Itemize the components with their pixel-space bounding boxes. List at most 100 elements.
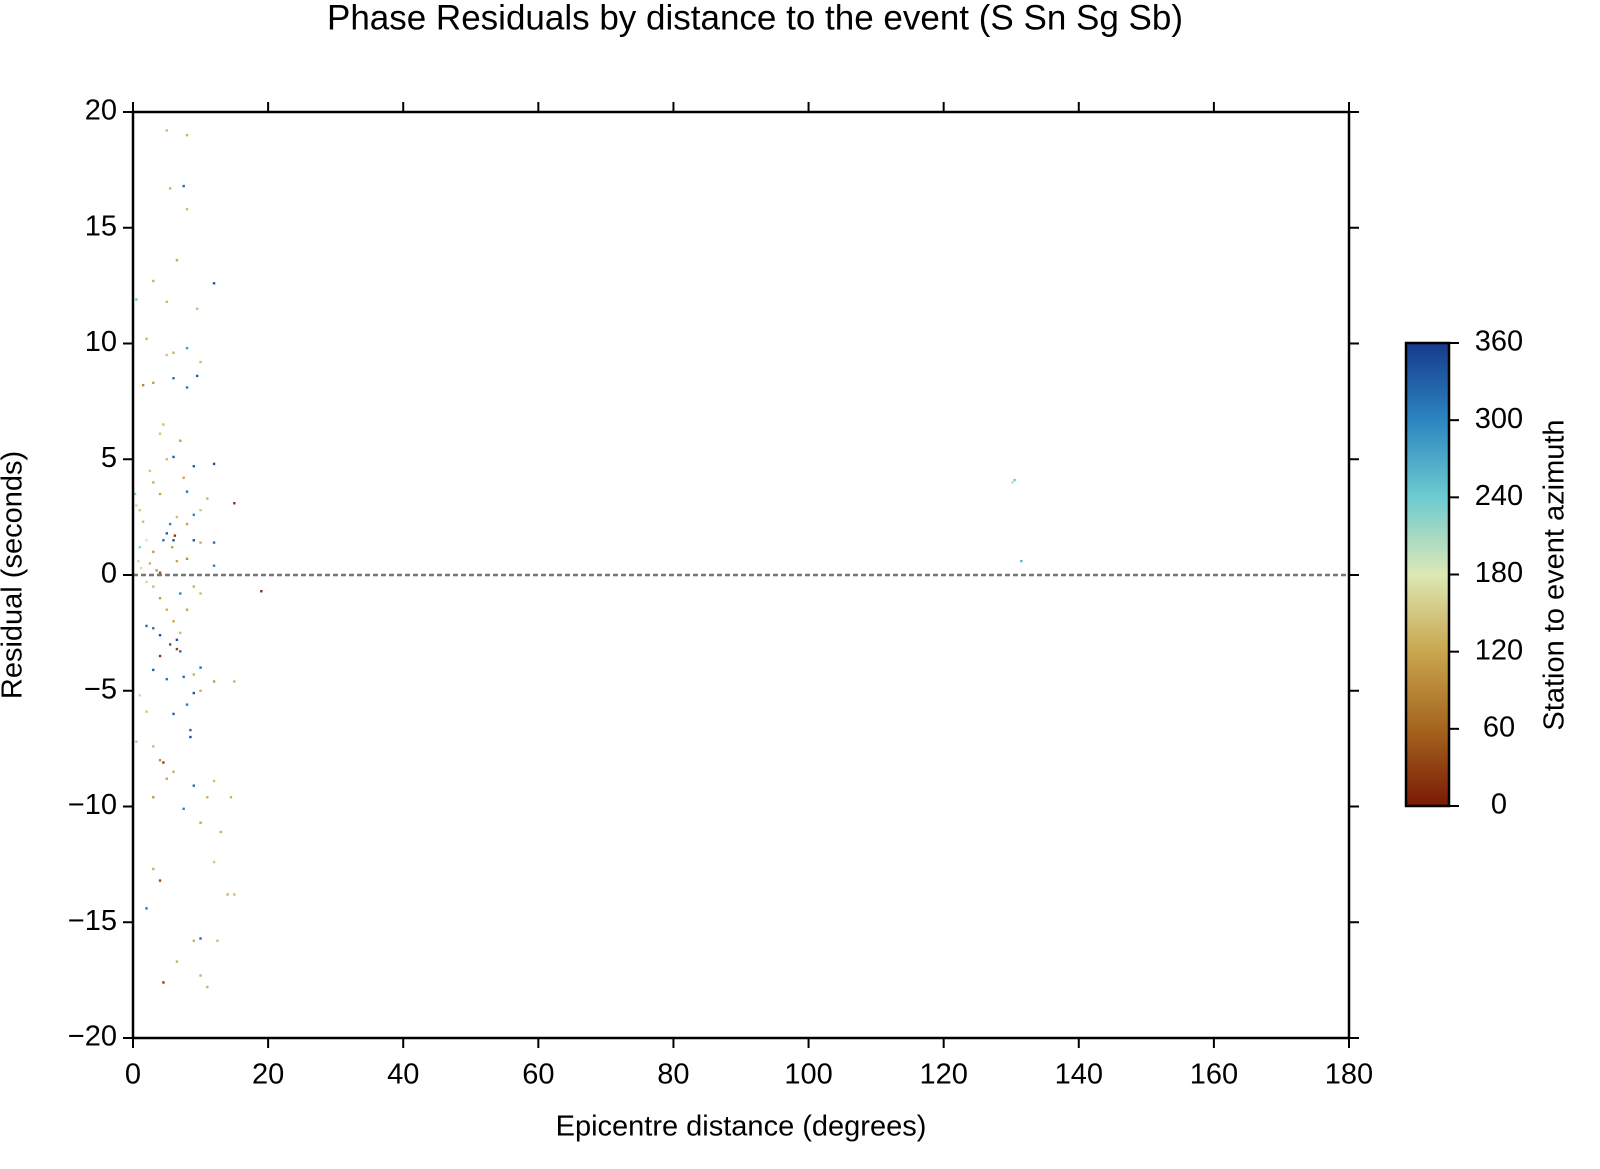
colorbar-tick-label: 180: [1475, 557, 1523, 589]
y-tick-label: −20: [68, 1021, 117, 1053]
point: [199, 689, 202, 692]
point: [165, 458, 168, 461]
point: [192, 939, 195, 942]
point: [189, 728, 192, 732]
point: [168, 643, 172, 646]
point: [212, 282, 216, 285]
point: [179, 439, 182, 442]
point: [175, 647, 179, 651]
point: [175, 559, 179, 563]
point: [179, 592, 182, 595]
point: [233, 893, 236, 896]
point: [152, 627, 155, 630]
point: [138, 546, 141, 549]
point: [168, 187, 172, 190]
point: [139, 566, 143, 570]
point: [133, 492, 137, 496]
point: [152, 867, 155, 871]
point: [165, 777, 168, 780]
x-axis-label: Epicentre distance (degrees): [556, 1111, 927, 1143]
point: [172, 770, 175, 773]
x-tick-label: 120: [919, 1059, 967, 1091]
point: [185, 346, 189, 350]
y-axis-label: Residual (seconds): [0, 451, 29, 699]
point: [185, 490, 189, 493]
point: [212, 680, 216, 683]
point: [206, 985, 209, 989]
y-tick-label: 20: [85, 95, 117, 127]
point: [216, 939, 219, 942]
x-tick-label: 100: [784, 1059, 832, 1091]
point: [195, 307, 199, 310]
point: [145, 907, 148, 910]
point: [206, 497, 209, 500]
y-tick-label: 0: [101, 558, 117, 590]
colorbar-tick-label: 240: [1475, 480, 1523, 512]
colorbar-label: Station to event azimuth: [1539, 419, 1571, 730]
point: [185, 703, 189, 706]
point: [199, 360, 202, 364]
point: [199, 821, 202, 824]
point: [1020, 559, 1023, 563]
x-tick-label: 20: [252, 1059, 284, 1091]
y-tick-label: −5: [84, 673, 117, 705]
point: [229, 796, 233, 799]
colorbar-tick-label: 360: [1475, 326, 1523, 358]
point: [195, 374, 199, 378]
point: [189, 735, 192, 739]
point: [199, 937, 202, 940]
point: [185, 386, 189, 389]
point: [165, 129, 168, 132]
point: [172, 712, 175, 716]
colorbar: [1404, 341, 1451, 808]
point: [185, 608, 189, 611]
point: [175, 515, 179, 519]
point: [226, 893, 229, 896]
point: [165, 677, 168, 681]
point: [179, 631, 182, 635]
point: [165, 300, 168, 304]
point: [199, 592, 202, 595]
point: [182, 807, 185, 811]
x-tick-label: 60: [522, 1059, 554, 1091]
point: [158, 492, 162, 496]
point: [162, 761, 165, 764]
point: [172, 620, 175, 623]
x-tick-label: 0: [125, 1059, 141, 1091]
point: [212, 860, 216, 864]
y-tick-label: 10: [85, 326, 117, 358]
point: [260, 590, 263, 593]
point: [185, 133, 189, 137]
point: [173, 534, 177, 537]
point: [212, 541, 216, 544]
point: [152, 585, 155, 588]
point: [212, 564, 216, 567]
point: [162, 423, 165, 426]
point: [165, 353, 168, 357]
point: [158, 432, 162, 435]
point: [162, 981, 165, 984]
point: [185, 557, 189, 560]
point: [199, 666, 202, 669]
point: [145, 337, 148, 341]
point: [185, 208, 189, 211]
point: [145, 580, 148, 584]
y-tick-label: 5: [101, 442, 117, 474]
point: [141, 520, 145, 523]
point: [148, 469, 152, 473]
colorbar-tick-label: 0: [1491, 789, 1507, 821]
point: [165, 608, 168, 611]
point: [137, 559, 140, 563]
plot-frame: [131, 110, 1351, 1040]
y-tick-label: −10: [68, 789, 117, 821]
point: [145, 710, 148, 713]
point: [192, 673, 195, 676]
point: [135, 298, 138, 301]
point: [175, 960, 179, 963]
point: [175, 258, 179, 262]
point: [135, 740, 138, 743]
point: [148, 562, 152, 565]
point: [158, 633, 162, 637]
